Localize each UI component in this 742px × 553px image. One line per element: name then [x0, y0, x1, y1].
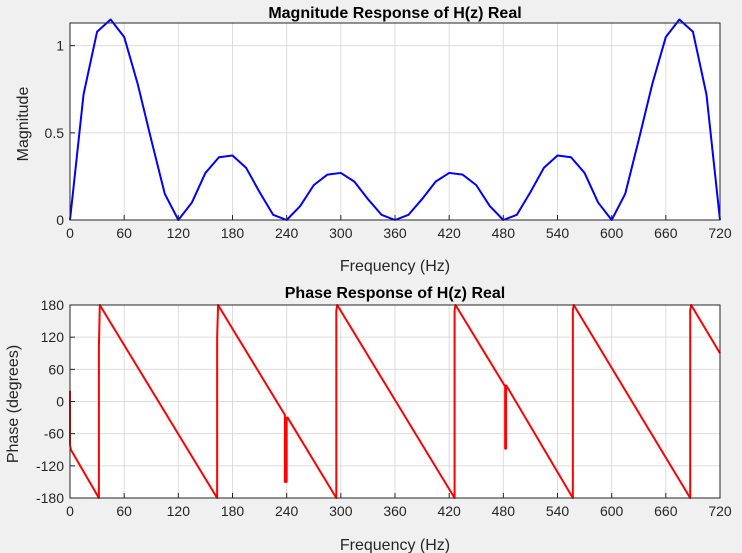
phase-x-ticks: 0 60 120 180 240 300 360 420 480 540 600 660 720 [66, 493, 732, 519]
phase-x-tick-label: 480 [492, 503, 516, 519]
phase-y-tick-label: 120 [41, 329, 65, 345]
phase-x-tick-label: 180 [221, 503, 245, 519]
magnitude-y-tick-label: 0 [56, 212, 64, 228]
magnitude-x-ticks: 0 60 120 180 240 300 360 420 480 540 600 660 720 [66, 215, 732, 241]
phase-x-tick-label: 720 [708, 503, 732, 519]
phase-x-tick-label: 0 [66, 503, 74, 519]
magnitude-panel: Magnitude Response of H(z) Real 0 60 120 18… [15, 5, 732, 275]
phase-y-label: Phase (degrees) [5, 345, 22, 463]
magnitude-x-tick-label: 240 [275, 225, 299, 241]
magnitude-x-tick-label: 600 [600, 225, 624, 241]
magnitude-y-tick-label: 0.5 [45, 125, 65, 141]
phase-x-tick-label: 300 [329, 503, 353, 519]
phase-x-tick-label: 600 [600, 503, 624, 519]
magnitude-x-tick-label: 120 [167, 225, 191, 241]
magnitude-x-tick-label: 360 [383, 225, 407, 241]
phase-x-tick-label: 360 [383, 503, 407, 519]
magnitude-x-tick-label: 420 [437, 225, 461, 241]
phase-series-line [69, 304, 721, 499]
magnitude-x-tick-label: 480 [492, 225, 516, 241]
phase-series [69, 304, 721, 499]
phase-x-tick-label: 660 [654, 503, 678, 519]
magnitude-x-tick-label: 720 [708, 225, 732, 241]
magnitude-x-tick-label: 60 [116, 225, 132, 241]
phase-axes-box [69, 304, 721, 499]
magnitude-x-tick-label: 540 [546, 225, 570, 241]
magnitude-y-label: Magnitude [15, 87, 32, 162]
phase-panel: Phase Response of H(z) Real 0 60 120 180 240… [5, 285, 732, 553]
magnitude-title: Magnitude Response of H(z) Real [268, 5, 521, 22]
phase-y-ticks: -180 -120 -60 0 60 120 180 [36, 297, 75, 506]
phase-y-tick-label: -120 [36, 458, 64, 474]
phase-y-tick-label: 60 [48, 361, 64, 377]
phase-x-tick-label: 60 [116, 503, 132, 519]
phase-y-tick-label: 180 [41, 297, 65, 313]
magnitude-x-label: Frequency (Hz) [340, 258, 450, 275]
phase-y-tick-label: -60 [44, 426, 64, 442]
phase-x-label: Frequency (Hz) [340, 537, 450, 553]
magnitude-y-tick-label: 1 [56, 38, 64, 54]
magnitude-x-tick-label: 300 [329, 225, 353, 241]
phase-y-tick-label: -180 [36, 490, 64, 506]
phase-x-tick-label: 120 [167, 503, 191, 519]
magnitude-x-tick-label: 660 [654, 225, 678, 241]
magnitude-axes-box [69, 22, 721, 221]
magnitude-x-tick-label: 0 [66, 225, 74, 241]
magnitude-y-ticks: 00.51 [45, 38, 75, 228]
phase-y-tick-label: 0 [56, 394, 64, 410]
magnitude-x-tick-label: 180 [221, 225, 245, 241]
magnitude-grid [69, 23, 721, 221]
phase-x-tick-label: 540 [546, 503, 570, 519]
phase-x-tick-label: 420 [437, 503, 461, 519]
phase-title: Phase Response of H(z) Real [285, 285, 506, 302]
phase-x-tick-label: 240 [275, 503, 299, 519]
